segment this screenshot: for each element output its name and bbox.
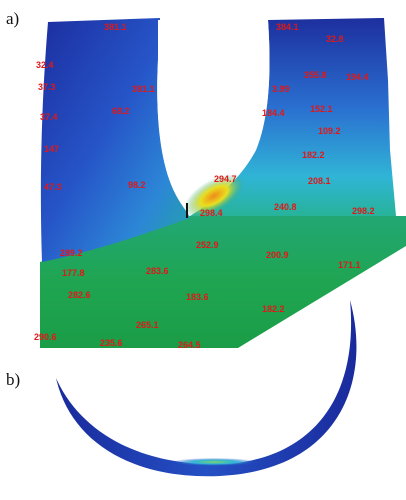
value-labels: 381.1 384.1 32.8 32.4 355.8 194.4 37.3 381.1 68.…	[34, 22, 375, 350]
value-label-v8: 381.1	[132, 84, 155, 94]
right-arm	[190, 18, 396, 216]
value-label-v7: 37.3	[38, 82, 56, 92]
value-label-v32: 182.2	[262, 304, 285, 314]
value-label-v11: 184.4	[262, 108, 285, 118]
value-label-v2: 384.1	[276, 22, 299, 32]
value-label-v27: 283.6	[146, 266, 169, 276]
value-label-v21: 298.4	[200, 208, 223, 218]
value-label-v17: 98.2	[128, 180, 146, 190]
value-label-v19: 208.1	[308, 176, 331, 186]
value-label-v34: 290.6	[34, 332, 57, 342]
value-label-v9: 68.2	[112, 106, 130, 116]
value-label-v24: 252.9	[196, 240, 219, 250]
value-label-v1: 381.1	[104, 22, 127, 32]
value-label-v23: 298.2	[352, 206, 375, 216]
value-label-v33: 265.1	[136, 320, 159, 330]
value-label-v16: 147	[44, 144, 59, 154]
ring-hotspot	[172, 458, 256, 466]
u-notch	[157, 20, 270, 216]
panel-a-label: a)	[6, 9, 20, 28]
value-label-v12: 152.1	[310, 104, 333, 114]
panel-b-label: b)	[6, 370, 21, 389]
value-label-v5: 355.8	[304, 70, 327, 80]
value-label-v10: 3.99	[272, 84, 290, 94]
value-label-v25: 200.9	[266, 250, 289, 260]
value-label-v29: 177.8	[62, 268, 85, 278]
value-label-v36: 264.5	[178, 340, 201, 350]
value-label-v30: 282.6	[68, 290, 91, 300]
value-label-v4: 32.4	[36, 60, 54, 70]
panel-b-shape	[56, 300, 357, 477]
value-label-v15: 182.2	[302, 150, 325, 160]
value-label-v31: 183.6	[186, 292, 209, 302]
value-label-v22: 240.8	[274, 202, 297, 212]
value-label-v35: 235.6	[100, 338, 123, 348]
value-label-v26: 171.1	[338, 260, 361, 270]
left-arm	[40, 18, 191, 262]
value-label-v18: 294.7	[214, 174, 237, 184]
value-label-v6: 194.4	[346, 72, 369, 82]
value-label-v13: 37.4	[40, 112, 58, 122]
base-plate	[40, 216, 406, 348]
value-label-v3: 32.8	[326, 34, 344, 44]
value-label-v28: 289.2	[60, 248, 83, 258]
panel-a-shape	[40, 18, 406, 348]
value-label-v14: 109.2	[318, 126, 341, 136]
value-label-v20: 47.3	[44, 182, 62, 192]
stress-hotspot	[183, 174, 245, 218]
